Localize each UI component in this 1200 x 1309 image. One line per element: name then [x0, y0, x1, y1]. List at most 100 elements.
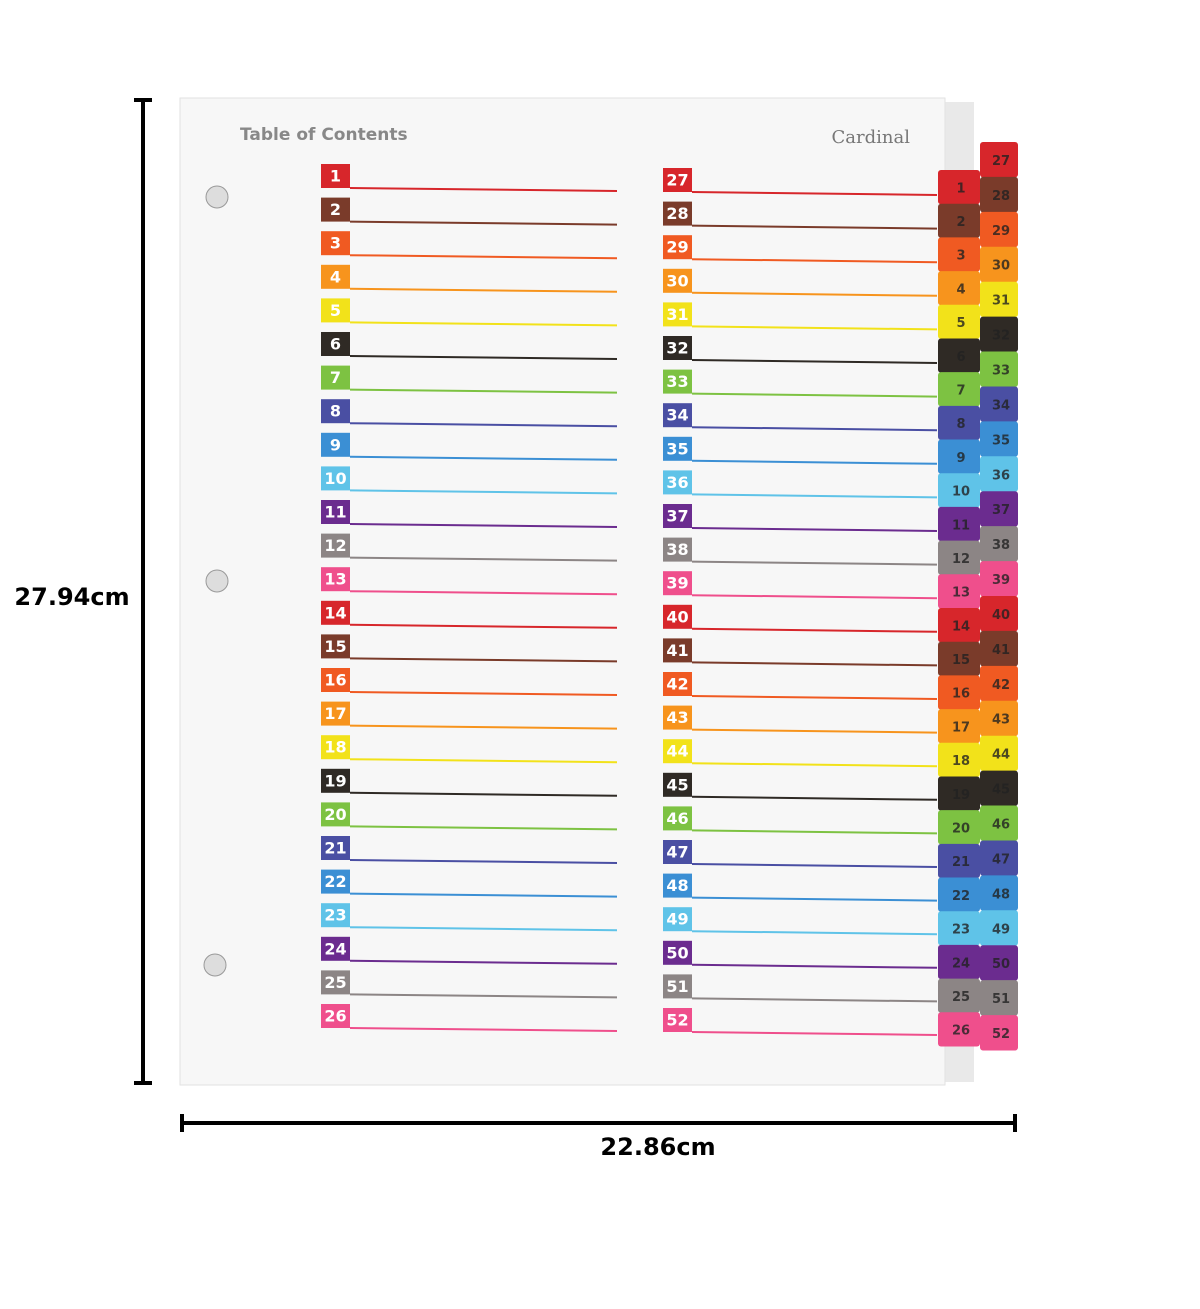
tab: [938, 338, 980, 373]
tab-number: 23: [952, 923, 970, 938]
entry-line: [349, 825, 618, 831]
height-label: 27.94cm: [14, 583, 129, 611]
entry-number: 9: [330, 435, 341, 454]
tab: [938, 574, 980, 609]
tab-number: 24: [952, 956, 970, 971]
entry-line: [349, 758, 618, 764]
entry-box: [321, 936, 350, 961]
entry-line: [349, 926, 618, 932]
tab: [938, 405, 980, 441]
entry-box: [321, 432, 350, 457]
entry-line: [691, 863, 938, 868]
tab-number: 5: [956, 316, 965, 331]
tab-number: 16: [952, 687, 970, 702]
tab: [938, 742, 980, 777]
entry-line: [691, 191, 938, 196]
entry-line: [349, 287, 618, 293]
entry-line: [691, 392, 938, 398]
tab-number: 33: [992, 364, 1010, 379]
tab-number: 6: [956, 350, 965, 365]
entry-number: 14: [324, 603, 346, 622]
tab-number: 9: [956, 451, 965, 466]
entry-number: 43: [666, 708, 688, 727]
tab: [980, 281, 1018, 318]
entry-box: [663, 537, 692, 562]
entry-box: [321, 332, 350, 356]
entry-box: [663, 739, 692, 764]
tab: [980, 770, 1018, 807]
entry-line: [691, 359, 938, 364]
tab: [938, 978, 980, 1013]
entry-line: [691, 728, 938, 734]
entry-number: 22: [324, 872, 346, 891]
tab-number: 50: [992, 957, 1010, 972]
entry-line: [691, 896, 938, 902]
tab-number: 22: [952, 889, 970, 904]
tab-number: 45: [992, 783, 1010, 798]
width-label: 22.86cm: [600, 1133, 715, 1161]
tab: [980, 316, 1018, 353]
entry-box: [321, 197, 350, 222]
entry-box: [321, 164, 350, 188]
entry-box: [663, 571, 692, 596]
tab-number: 49: [992, 922, 1010, 937]
entry-line: [349, 388, 618, 394]
tab-number: 12: [952, 552, 970, 567]
tab-number: 20: [952, 822, 970, 837]
tab-number: 18: [952, 754, 970, 769]
entries: 1234567891011121314151617181920212223242…: [321, 164, 938, 1036]
entry-box: [663, 940, 692, 965]
punch-hole: [205, 569, 229, 593]
entry-box: [663, 201, 692, 226]
tab-number: 15: [952, 653, 970, 668]
entry-number: 40: [666, 607, 688, 626]
tab-number: 2: [956, 215, 965, 230]
tab-number: 43: [992, 713, 1010, 728]
entry-box: [321, 533, 350, 558]
entry-line: [691, 1031, 938, 1036]
tab: [980, 491, 1018, 527]
tab-number: 19: [952, 788, 970, 803]
entry-line: [349, 859, 618, 864]
entry-box: [663, 403, 692, 428]
entry-line: [349, 724, 618, 730]
entry-number: 2: [330, 200, 341, 219]
entry-number: 7: [330, 368, 341, 387]
entry-line: [691, 829, 938, 835]
entry-number: 32: [666, 339, 688, 358]
tab: [980, 142, 1018, 178]
entry-line: [691, 224, 938, 230]
tab-number: 37: [992, 503, 1010, 518]
tab: [980, 840, 1018, 876]
entry-number: 39: [666, 574, 688, 593]
tab-number: 11: [952, 518, 970, 533]
entry-number: 34: [666, 406, 688, 425]
tab-number: 3: [956, 249, 965, 264]
entry-number: 17: [324, 704, 346, 723]
entry-box: [321, 768, 350, 793]
tab-number: 29: [992, 224, 1010, 239]
entry-line: [349, 791, 618, 797]
tab: [938, 372, 980, 407]
tab-number: 52: [992, 1027, 1010, 1042]
entry-number: 11: [324, 503, 346, 522]
entry-box: [321, 634, 350, 659]
entry-number: 31: [666, 305, 688, 324]
tab: [938, 203, 980, 238]
entry-line: [691, 527, 938, 532]
punch-hole: [203, 953, 227, 977]
tab: [938, 540, 980, 575]
entry-number: 6: [330, 335, 341, 354]
entry-line: [349, 993, 618, 999]
tab-number: 40: [992, 608, 1010, 623]
entry-number: 10: [324, 469, 346, 488]
entry-number: 42: [666, 675, 688, 694]
tab-number: 7: [956, 384, 965, 399]
entry-box: [321, 836, 350, 860]
tab-number: 46: [992, 818, 1010, 833]
entry-box: [663, 268, 692, 293]
entry-line: [691, 560, 938, 566]
tab-number: 13: [952, 586, 970, 601]
entry-box: [663, 302, 692, 327]
tab: [938, 237, 980, 272]
